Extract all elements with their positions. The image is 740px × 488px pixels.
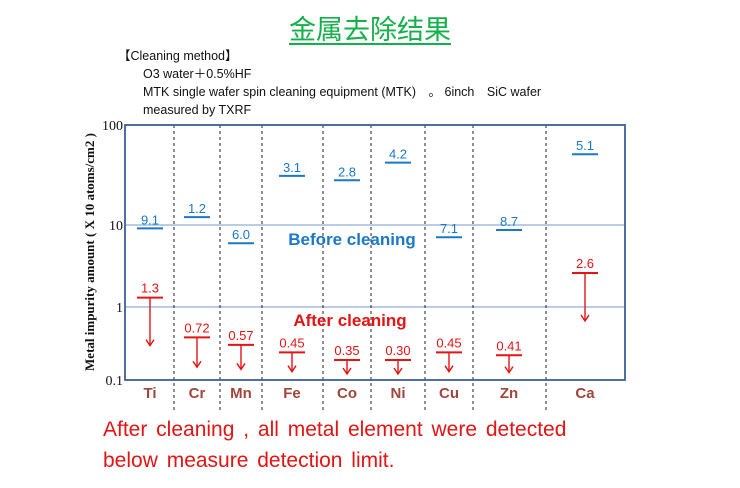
category-label: Cu	[439, 385, 459, 402]
title-text: 金属去除结果	[289, 15, 451, 46]
after-value-label: 2.6	[576, 256, 594, 271]
arrow-head-icon	[444, 365, 454, 373]
category-label: Ti	[143, 385, 156, 402]
before-cleaning-annotation: Before cleaning	[288, 230, 416, 249]
after-value-label: 0.45	[279, 335, 304, 350]
after-cleaning-annotation: After cleaning	[293, 311, 406, 330]
y-tick-label: 100	[102, 119, 123, 134]
arrow-head-icon	[504, 366, 514, 374]
y-axis-label: Metal impurity amount ( X 10 atoms/cm2 )	[82, 133, 97, 371]
before-value-label: 6.0	[232, 227, 250, 242]
arrow-head-icon	[192, 360, 202, 369]
before-value-label: 1.2	[188, 201, 206, 216]
arrow-head-icon	[145, 339, 155, 347]
category-label: Fe	[283, 385, 301, 402]
after-value-label: 0.72	[184, 320, 209, 335]
method-line: MTK single wafer spin cleaning equipment…	[143, 85, 542, 99]
before-value-label: 8.7	[500, 214, 518, 229]
category-label: Zn	[500, 385, 518, 402]
category-label: Co	[337, 385, 357, 402]
before-value-label: 9.1	[141, 212, 159, 227]
after-value-label: 0.35	[334, 343, 359, 358]
after-value-label: 0.41	[496, 338, 521, 353]
arrow-head-icon	[580, 314, 590, 323]
conclusion-text: After cleaning , all metal element were …	[103, 414, 566, 476]
page-title: 金属去除结果	[0, 8, 740, 47]
category-label: Cr	[189, 385, 206, 402]
y-tick-label: 0.1	[106, 374, 124, 389]
before-value-label: 5.1	[576, 138, 594, 153]
before-value-label: 2.8	[338, 164, 356, 179]
arrow-head-icon	[287, 365, 297, 373]
arrow-head-icon	[236, 363, 246, 371]
y-tick-label: 10	[109, 219, 123, 234]
before-value-label: 7.1	[440, 221, 458, 236]
conclusion-line-2: below measure detection limit.	[103, 449, 395, 472]
plot-frame	[124, 124, 626, 381]
category-label: Mn	[230, 385, 252, 402]
method-line: O3 water＋0.5%HF	[143, 67, 252, 81]
conclusion-line-1: After cleaning , all metal element were …	[103, 418, 567, 441]
arrow-head-icon	[342, 367, 352, 376]
method-line: measured by TXRF	[143, 103, 252, 117]
category-label: Ca	[575, 385, 595, 402]
arrow-head-icon	[393, 367, 403, 376]
after-value-label: 0.30	[385, 343, 410, 358]
before-value-label: 3.1	[283, 160, 301, 175]
before-value-label: 4.2	[389, 147, 407, 162]
cleaning-method: 【Cleaning method】 O3 water＋0.5%HF MTK si…	[118, 47, 541, 119]
after-value-label: 0.45	[436, 335, 461, 350]
y-tick-label: 1	[116, 301, 123, 316]
category-label: Ni	[391, 385, 406, 402]
after-value-label: 0.57	[228, 328, 253, 343]
after-value-label: 1.3	[141, 281, 159, 296]
method-heading: 【Cleaning method】	[118, 49, 238, 63]
